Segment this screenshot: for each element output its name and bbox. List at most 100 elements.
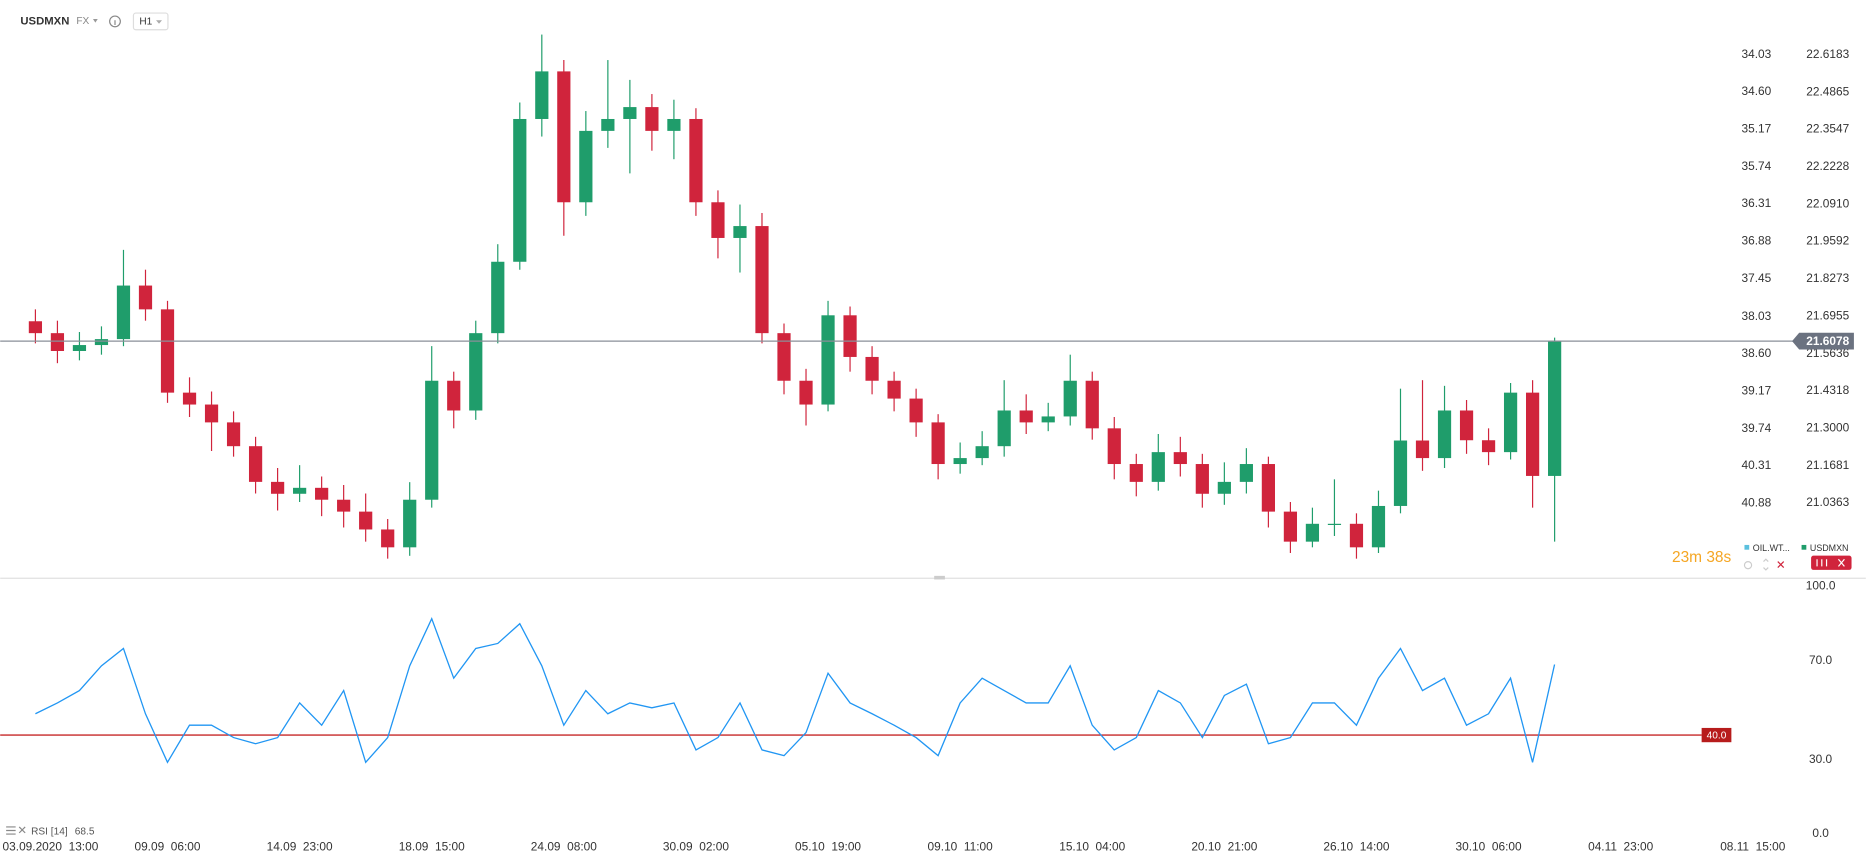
candle-body — [403, 499, 417, 548]
candle-body — [1261, 464, 1275, 512]
candle-body — [469, 333, 483, 411]
y2-tick-label: 34.60 — [1741, 84, 1771, 98]
x-tick-label: 26.10 14:00 — [1323, 839, 1389, 853]
interval-arrow — [156, 20, 162, 24]
candle-body — [1481, 440, 1496, 453]
candle-body — [1305, 523, 1320, 542]
y2-tick-label: 39.74 — [1741, 421, 1771, 435]
candle-body — [1107, 428, 1121, 465]
indicator-title: RSI [14] — [31, 826, 68, 837]
y2-tick-label: 34.03 — [1741, 47, 1771, 61]
candle-body — [865, 356, 879, 381]
legend-label: USDMXN — [1810, 543, 1849, 553]
legend-swatch — [1744, 544, 1750, 550]
move-icon[interactable] — [1763, 558, 1769, 571]
candle-body — [270, 481, 285, 494]
candle-body — [1129, 464, 1143, 482]
candle-body — [1525, 392, 1540, 476]
candle-body — [667, 118, 681, 131]
countdown: 23m 38s — [1672, 549, 1732, 566]
y-tick-label: 22.6183 — [1806, 47, 1849, 61]
candle-body — [1151, 452, 1165, 482]
y-tick-label: 21.4318 — [1806, 383, 1849, 397]
symbol[interactable]: USDMXN — [20, 15, 69, 27]
candle-body — [579, 130, 593, 203]
y-tick-label: 21.6955 — [1806, 308, 1849, 322]
y-tick-label: 70.0 — [1809, 653, 1833, 667]
candle-body — [975, 446, 989, 459]
y2-tick-label: 38.03 — [1741, 309, 1771, 323]
y2-tick-label: 40.31 — [1741, 458, 1771, 472]
candle-body — [1371, 505, 1386, 548]
candle-body — [623, 107, 637, 119]
candle-body — [755, 226, 769, 334]
candle-body — [909, 398, 923, 423]
x-tick-label: 24.09 08:00 — [531, 839, 597, 853]
candle-body — [226, 422, 241, 447]
market[interactable]: FX — [76, 16, 89, 27]
candle-body — [1393, 440, 1408, 506]
candle-body — [1085, 380, 1099, 429]
candle-body — [337, 499, 351, 512]
level-box — [1701, 727, 1732, 743]
candle-body — [1327, 523, 1342, 525]
candle-body — [50, 333, 65, 351]
indicator-value: 68.5 — [75, 826, 95, 837]
candle-body — [535, 71, 549, 119]
candle-body — [1503, 392, 1518, 453]
y2-tick-label: 35.74 — [1741, 159, 1771, 173]
candle-body — [182, 392, 197, 405]
candle-body — [293, 487, 307, 494]
candle-body — [94, 339, 109, 346]
y-tick-label: 100.0 — [1806, 579, 1836, 593]
eye-icon[interactable] — [1743, 561, 1753, 570]
candle-body — [1063, 380, 1077, 417]
y-tick-label: 22.0910 — [1806, 196, 1849, 210]
indicator-icons[interactable] — [6, 826, 26, 835]
candle-body — [601, 118, 615, 131]
candle-body — [491, 261, 505, 334]
candle-body — [799, 380, 813, 405]
x-tick-label: 30.10 06:00 — [1456, 839, 1522, 853]
candle-body — [1459, 410, 1474, 441]
level-label: 40.0 — [1707, 730, 1727, 741]
candle-body — [1239, 464, 1253, 482]
x-tick-label: 08.11 15:00 — [1720, 839, 1786, 853]
candle-body — [931, 422, 945, 465]
x-tick-label: 15.10 04:00 — [1059, 839, 1125, 853]
candle-body — [711, 202, 725, 238]
interval[interactable]: H1 — [139, 17, 152, 28]
close-icon[interactable] — [1777, 561, 1785, 568]
series-action-icons — [1816, 558, 1845, 567]
y2-tick-label: 36.31 — [1741, 196, 1771, 210]
x-tick-label: 05.10 19:00 — [795, 839, 861, 853]
candle-body — [733, 226, 747, 238]
info-icon[interactable] — [109, 15, 121, 28]
candle-body — [1283, 511, 1298, 542]
y-tick-label: 21.9592 — [1806, 234, 1849, 248]
candle-body — [1217, 481, 1231, 494]
candle-body — [425, 380, 439, 500]
y-tick-label: 22.4865 — [1806, 84, 1849, 98]
y2-tick-label: 38.60 — [1741, 346, 1771, 360]
candle-body — [1195, 464, 1209, 494]
candle-body — [381, 529, 395, 548]
candle-body — [138, 285, 153, 310]
panel-handle[interactable] — [934, 575, 945, 580]
candle-body — [248, 446, 263, 482]
interval-box[interactable] — [132, 12, 169, 31]
y-tick-label: 30.0 — [1809, 752, 1833, 766]
x-tick-label: 30.09 02:00 — [663, 839, 729, 853]
candle-body — [843, 315, 857, 357]
last-price-box — [1792, 332, 1854, 350]
dropdown-arrow[interactable] — [92, 19, 98, 23]
y-tick-label: 0.0 — [1812, 826, 1829, 840]
candle-body — [777, 333, 791, 381]
legend-label: OIL.WT... — [1753, 543, 1790, 553]
y-tick-label: 22.2228 — [1806, 159, 1849, 173]
legend-swatch — [1801, 544, 1807, 550]
x-tick-label: 20.10 21:00 — [1191, 839, 1257, 853]
candle-body — [160, 309, 175, 393]
candle-body — [447, 380, 461, 411]
